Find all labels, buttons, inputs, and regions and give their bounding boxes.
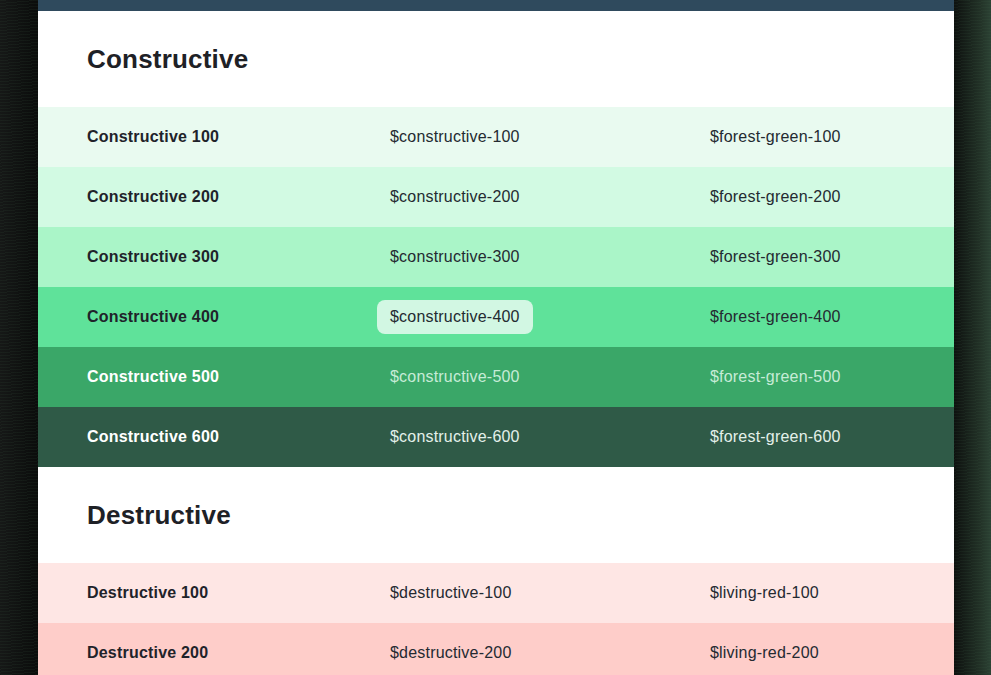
token-section: Destructive Destructive 100 $destructive… — [38, 467, 954, 675]
token-row: Constructive 300 $constructive-300 $fore… — [38, 227, 954, 287]
token-variable[interactable]: $destructive-200 — [390, 644, 710, 662]
section-title: Destructive — [87, 500, 231, 531]
token-alias[interactable]: $forest-green-500 — [710, 368, 954, 386]
section-rows: Constructive 100 $constructive-100 $fore… — [38, 107, 954, 467]
token-name: Constructive 200 — [87, 188, 390, 206]
token-variable[interactable]: $destructive-100 — [390, 584, 710, 602]
token-row: Constructive 200 $constructive-200 $fore… — [38, 167, 954, 227]
token-name: Constructive 400 — [87, 308, 390, 326]
token-variable[interactable]: $constructive-600 — [390, 428, 710, 446]
token-variable[interactable]: $constructive-200 — [390, 188, 710, 206]
token-row: Constructive 500 $constructive-500 $fore… — [38, 347, 954, 407]
token-alias[interactable]: $forest-green-300 — [710, 248, 954, 266]
token-variable[interactable]: $constructive-400 — [377, 300, 533, 334]
token-row: Destructive 200 $destructive-200 $living… — [38, 623, 954, 675]
token-alias[interactable]: $forest-green-100 — [710, 128, 954, 146]
token-alias[interactable]: $living-red-100 — [710, 584, 954, 602]
token-name: Constructive 600 — [87, 428, 390, 446]
section-header: Constructive — [38, 11, 954, 107]
token-name: Constructive 300 — [87, 248, 390, 266]
browser-top-bar — [38, 0, 954, 11]
token-section: Constructive Constructive 100 $construct… — [38, 11, 954, 467]
token-variable[interactable]: $constructive-100 — [390, 128, 710, 146]
token-row: Constructive 100 $constructive-100 $fore… — [38, 107, 954, 167]
token-row: Destructive 100 $destructive-100 $living… — [38, 563, 954, 623]
token-row: Constructive 600 $constructive-600 $fore… — [38, 407, 954, 467]
section-header: Destructive — [38, 467, 954, 563]
token-name: Constructive 500 — [87, 368, 390, 386]
token-variable[interactable]: $constructive-300 — [390, 248, 710, 266]
token-name: Destructive 200 — [87, 644, 390, 662]
token-alias[interactable]: $living-red-200 — [710, 644, 954, 662]
token-alias[interactable]: $forest-green-200 — [710, 188, 954, 206]
section-rows: Destructive 100 $destructive-100 $living… — [38, 563, 954, 675]
token-name: Constructive 100 — [87, 128, 390, 146]
token-alias[interactable]: $forest-green-600 — [710, 428, 954, 446]
section-title: Constructive — [87, 44, 248, 75]
docs-page: Constructive Constructive 100 $construct… — [38, 0, 954, 675]
token-sections: Constructive Constructive 100 $construct… — [38, 11, 954, 675]
token-alias[interactable]: $forest-green-400 — [710, 308, 954, 326]
token-variable[interactable]: $constructive-500 — [390, 368, 710, 386]
token-row: Constructive 400 $constructive-400 $fore… — [38, 287, 954, 347]
token-name: Destructive 100 — [87, 584, 390, 602]
